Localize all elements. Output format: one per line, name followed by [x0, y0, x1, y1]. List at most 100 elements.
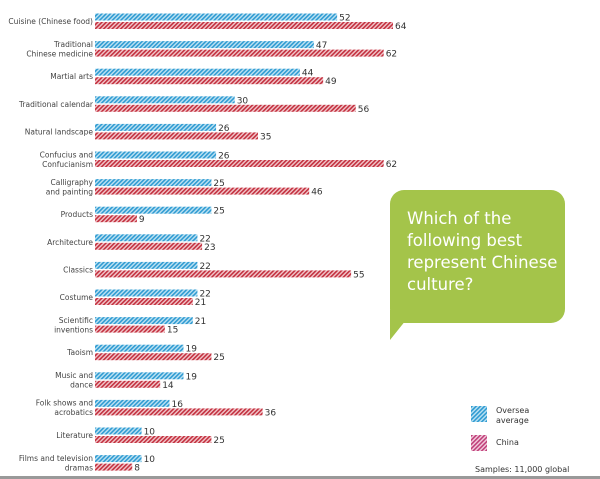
- data-label: 9: [139, 215, 145, 225]
- bar-china: [95, 353, 212, 361]
- data-label: 15: [167, 326, 178, 336]
- category-label: dance: [70, 381, 93, 390]
- data-label: 23: [204, 243, 215, 253]
- bar-oversea: [95, 455, 142, 463]
- bar-china: [95, 463, 133, 471]
- bar-oversea: [95, 289, 198, 297]
- category-label: Folk shows and: [36, 399, 93, 408]
- bar-oversea: [95, 41, 314, 49]
- data-label: 26: [218, 124, 230, 134]
- bar-oversea: [95, 372, 184, 380]
- data-label: 14: [162, 381, 174, 391]
- category-label: Martial arts: [50, 72, 93, 81]
- data-label: 64: [395, 22, 407, 32]
- data-label: 47: [316, 41, 327, 51]
- bar-china: [95, 215, 137, 223]
- bar-china: [95, 104, 356, 112]
- bar-oversea: [95, 344, 184, 352]
- data-label: 19: [185, 345, 197, 355]
- category-label: Literature: [56, 431, 93, 440]
- bar-china: [95, 325, 165, 333]
- bar-china: [95, 298, 193, 305]
- data-label: 10: [144, 455, 156, 465]
- bar-oversea: [95, 123, 217, 131]
- data-label: 8: [134, 464, 140, 474]
- legend-label: China: [496, 438, 519, 447]
- category-label: Chinese medicine: [26, 49, 93, 58]
- data-label: 62: [386, 50, 397, 60]
- legend-swatch-china: [471, 435, 487, 451]
- data-label: 52: [339, 14, 350, 24]
- data-label: 22: [199, 262, 210, 272]
- bar-oversea: [95, 427, 142, 435]
- bar-china: [95, 242, 203, 250]
- category-label: Cuisine (Chinese food): [8, 17, 93, 26]
- data-label: 62: [386, 160, 397, 170]
- bottom-border: [0, 476, 600, 479]
- bar-oversea: [95, 399, 170, 407]
- bubble-tail: [390, 310, 414, 340]
- category-label: Traditional: [53, 40, 93, 49]
- category-label: dramas: [65, 463, 93, 472]
- bar-china: [95, 380, 161, 388]
- category-label: and painting: [46, 187, 93, 196]
- bar-oversea: [95, 317, 193, 325]
- data-label: 21: [195, 298, 206, 308]
- category-label: Calligraphy: [51, 178, 94, 187]
- bar-china: [95, 160, 384, 167]
- category-label: Confucianism: [42, 160, 93, 169]
- data-label: 35: [260, 132, 271, 142]
- category-label: Classics: [63, 265, 93, 274]
- bar-china: [95, 408, 263, 416]
- bar-oversea: [95, 13, 338, 21]
- category-label: Architecture: [47, 238, 93, 247]
- data-label: 25: [213, 207, 224, 217]
- category-label: Natural landscape: [25, 127, 94, 136]
- data-label: 26: [218, 152, 230, 162]
- data-label: 22: [199, 290, 210, 300]
- data-label: 49: [325, 77, 337, 87]
- bar-china: [95, 77, 324, 85]
- data-label: 56: [358, 105, 370, 115]
- bar-oversea: [95, 234, 198, 242]
- chart-title: Which of the following best represent Ch…: [407, 209, 558, 294]
- category-label: Confucius and: [40, 150, 94, 159]
- bar-china: [95, 187, 310, 195]
- bar-china: [95, 22, 393, 29]
- data-label: 55: [353, 270, 364, 280]
- bar-oversea: [95, 151, 217, 159]
- bar-china: [95, 132, 258, 140]
- question-bubble: Which of the following best represent Ch…: [390, 190, 565, 323]
- data-label: 16: [172, 400, 184, 410]
- data-label: 10: [144, 428, 156, 438]
- data-label: 36: [265, 408, 277, 418]
- category-label: Films and television: [19, 454, 93, 463]
- data-label: 44: [302, 69, 314, 79]
- category-label: Music and: [55, 371, 93, 380]
- legend-item-china: China: [471, 435, 519, 451]
- samples-note: Samples: 11,000 global: [475, 465, 570, 474]
- data-label: 19: [185, 372, 197, 382]
- data-label: 30: [237, 96, 249, 106]
- data-label: 46: [311, 188, 323, 198]
- legend-swatch-oversea: [471, 406, 487, 422]
- bar-china: [95, 436, 212, 443]
- bar-oversea: [95, 179, 212, 187]
- category-label: Traditional calendar: [18, 100, 94, 109]
- data-label: 22: [199, 234, 210, 244]
- legend-label: Oversea average: [496, 406, 530, 425]
- category-label: inventions: [54, 325, 93, 334]
- category-label: Products: [61, 210, 93, 219]
- category-label: acrobatics: [54, 408, 93, 417]
- bar-oversea: [95, 261, 198, 269]
- bar-oversea: [95, 96, 235, 104]
- data-label: 25: [213, 436, 224, 446]
- data-label: 25: [213, 179, 224, 189]
- data-label: 25: [213, 353, 224, 363]
- data-label: 21: [195, 317, 206, 327]
- bar-oversea: [95, 68, 300, 76]
- category-label: Costume: [60, 293, 94, 302]
- legend-item-oversea: Oversea average: [471, 406, 546, 426]
- bar-china: [95, 49, 384, 57]
